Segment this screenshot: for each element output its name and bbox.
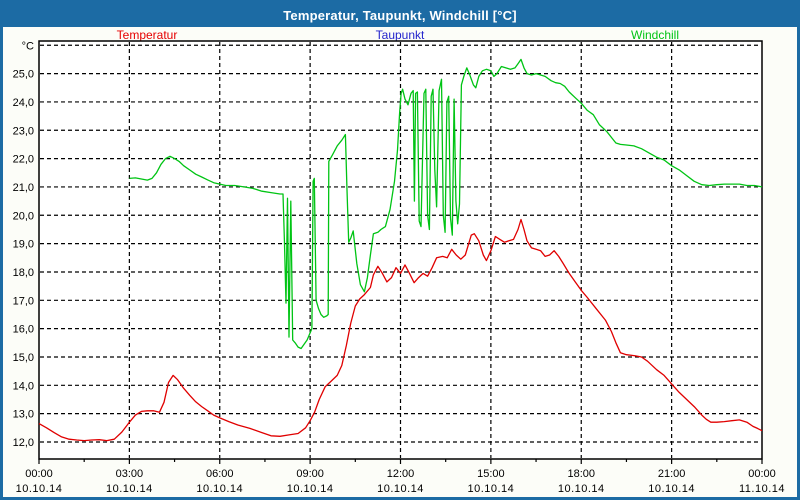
- series-temperatur-line: [38, 218, 763, 442]
- y-axis-unit-label: °C: [22, 40, 34, 52]
- x-tick-time-label: 15:00: [477, 468, 505, 480]
- y-tick-label: 19,0: [13, 239, 34, 251]
- y-tick-label: 17,0: [13, 295, 34, 307]
- x-tick-time-label: 03:00: [116, 468, 144, 480]
- x-tick-date-label: 11.10.14: [739, 483, 785, 495]
- legend-item-taupunkt: Taupunkt: [375, 28, 425, 42]
- x-tick-date-label: 10.10.14: [558, 483, 605, 495]
- plot-border: [38, 40, 763, 460]
- x-tick-date-label: 10.10.14: [196, 483, 243, 495]
- y-tick-label: 20,0: [13, 210, 34, 222]
- x-tick-time-label: 00:00: [25, 468, 53, 480]
- y-tick-label: 21,0: [13, 182, 34, 194]
- x-tick-date-label: 10.10.14: [377, 483, 424, 495]
- y-tick-label: 25,0: [13, 69, 34, 81]
- legend-item-temperatur: Temperatur: [116, 28, 178, 42]
- x-tick-time-label: 09:00: [296, 468, 324, 480]
- y-tick-label: 24,0: [13, 97, 34, 109]
- y-tick-label: 13,0: [13, 409, 34, 421]
- y-tick-label: 22,0: [13, 154, 34, 166]
- x-tick-time-label: 21:00: [658, 468, 686, 480]
- y-tick-label: 14,0: [13, 380, 34, 392]
- x-tick-date-label: 10.10.14: [287, 483, 334, 495]
- x-tick-time-label: 12:00: [387, 468, 415, 480]
- x-tick-time-label: 18:00: [567, 468, 595, 480]
- chart-canvas: 25,0 24,0 23,0 22,0 21,0 20,0 19,0 18,0 17,0 16,0…: [13, 40, 785, 495]
- x-tick-date-label: 10.10.14: [106, 483, 153, 495]
- y-tick-label: 12,0: [13, 437, 34, 449]
- x-tick-date-label: 10.10.14: [467, 483, 514, 495]
- title-bar[interactable]: Temperatur, Taupunkt, Windchill [°C]: [3, 3, 797, 27]
- y-tick-label: 18,0: [13, 267, 34, 279]
- y-tick-label: 15,0: [13, 352, 34, 364]
- x-tick-time-label: 00:00: [748, 468, 776, 480]
- x-tick-date-label: 10.10.14: [16, 483, 63, 495]
- legend-item-windchill: Windchill: [630, 28, 680, 42]
- y-tick-label: 16,0: [13, 324, 34, 336]
- x-tick-time-label: 06:00: [206, 468, 234, 480]
- series-windchill-line: [129, 58, 763, 350]
- y-tick-label: 23,0: [13, 125, 34, 137]
- window-title: Temperatur, Taupunkt, Windchill [°C]: [283, 7, 517, 23]
- x-tick-date-label: 10.10.14: [648, 483, 695, 495]
